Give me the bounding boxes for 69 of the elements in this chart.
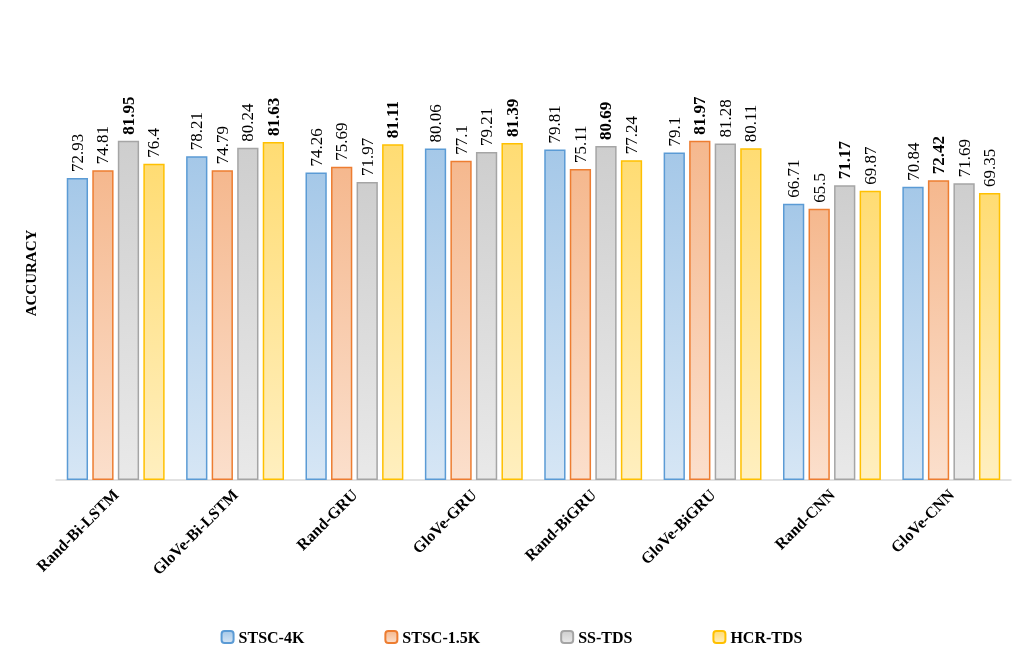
bar: [782, 203, 805, 480]
data-label: 80.69: [596, 101, 616, 140]
bar: [237, 147, 259, 480]
bar: [834, 185, 856, 480]
data-label: 75.69: [332, 122, 352, 161]
data-label: 72.42: [929, 135, 949, 175]
data-label: 69.35: [980, 148, 1000, 187]
data-label: 79.81: [545, 105, 565, 144]
bar: [859, 190, 881, 480]
y-axis-title: ACCURACY: [22, 229, 39, 317]
bar: [544, 149, 566, 480]
bar: [92, 170, 114, 480]
bar: [595, 145, 617, 480]
bar: [663, 152, 685, 480]
data-label: 76.4: [144, 127, 164, 158]
data-label: 69.87: [860, 145, 880, 185]
data-label: 75.11: [570, 125, 590, 164]
bar: [501, 143, 523, 480]
bar: [262, 142, 285, 480]
data-label: 71.17: [835, 140, 855, 180]
bar: [953, 183, 975, 480]
data-label: 80.06: [426, 104, 446, 143]
data-label: 70.84: [903, 141, 923, 181]
bar: [808, 208, 830, 480]
data-label: 74.81: [93, 126, 113, 165]
bar: [902, 186, 924, 480]
bar: [978, 192, 1001, 480]
bar: [475, 152, 498, 480]
data-label: 79.1: [664, 116, 684, 147]
bar: [211, 170, 233, 480]
data-label: 77.1: [451, 125, 471, 155]
data-label: 77.24: [621, 115, 641, 155]
legend-label: SS-TDS: [578, 628, 633, 646]
data-label: 66.71: [784, 159, 804, 198]
data-label: 71.69: [954, 138, 974, 178]
bar: [186, 156, 208, 480]
bar: [620, 160, 643, 480]
data-label: 81.11: [383, 100, 403, 139]
data-label: 65.5: [809, 173, 829, 203]
legend-label: STSC-4K: [238, 628, 305, 646]
data-label: 81.28: [715, 99, 735, 138]
legend-label: HCR-TDS: [730, 628, 803, 646]
data-label: 81.39: [502, 98, 522, 138]
data-label: 78.21: [187, 111, 207, 151]
bar: [569, 169, 592, 480]
bar: [143, 163, 165, 480]
bar: [382, 144, 404, 480]
bar: [927, 180, 950, 480]
bar: [305, 172, 327, 480]
bar: [331, 166, 353, 480]
data-label: 81.63: [263, 97, 283, 137]
data-label: 80.24: [238, 103, 258, 142]
bar: [740, 148, 762, 480]
bar: [117, 140, 140, 480]
data-label: 80.11: [741, 104, 761, 143]
data-label: 74.26: [306, 128, 326, 167]
data-label: 74.79: [212, 126, 232, 165]
data-label: 79.21: [477, 107, 497, 147]
data-label: 81.95: [118, 96, 138, 135]
data-label: 72.93: [67, 133, 87, 173]
bar: [689, 140, 711, 480]
bar: [450, 160, 472, 480]
data-label: 81.97: [690, 95, 710, 135]
legend-label: STSC-1.5K: [402, 628, 481, 646]
bar: [66, 178, 89, 480]
bar: [356, 182, 378, 480]
bar: [424, 148, 447, 480]
data-label: 71.97: [357, 137, 377, 177]
bar: [714, 143, 736, 480]
